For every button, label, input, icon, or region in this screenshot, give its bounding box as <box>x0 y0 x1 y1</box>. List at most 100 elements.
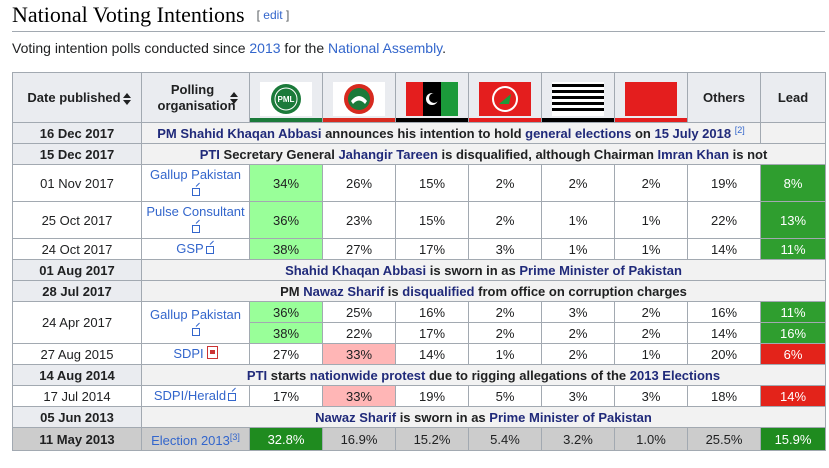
poll-org: SDPI/Herald <box>141 385 250 407</box>
poll-value: 23% <box>322 201 396 239</box>
event-part: is disqualified, although Chairman <box>437 146 658 162</box>
gallup-link[interactable]: Gallup Pakistan <box>150 167 241 198</box>
poll-date: 01 Nov 2017 <box>12 164 142 202</box>
pm-of-pakistan-link[interactable]: Prime Minister of Pakistan <box>519 262 682 278</box>
year-link[interactable]: 2013 <box>249 40 281 56</box>
elections-2013-link[interactable]: 2013 Elections <box>629 367 721 383</box>
event-part: PM <box>157 126 181 141</box>
poll-lead: 16% <box>760 322 826 344</box>
pti-bat-icon <box>333 81 385 116</box>
election-value: 25.5% <box>687 427 761 451</box>
event-part: is not <box>729 146 768 162</box>
lead-header: Lead <box>760 72 826 123</box>
event-text: PTI Secretary General Jahangir Tareen is… <box>141 143 826 165</box>
party-header-mma <box>541 72 615 123</box>
election-value: 3.2% <box>541 427 615 451</box>
event-text: PM Nawaz Sharif is disqualified from off… <box>141 280 826 302</box>
pti-link[interactable]: PTI <box>199 146 220 162</box>
edit-link[interactable]: edit <box>263 8 283 22</box>
poll-date: 25 Oct 2017 <box>12 201 142 239</box>
poll-value: 1% <box>541 201 615 239</box>
others-header: Others <box>687 72 761 123</box>
poll-value: 36% <box>249 201 323 239</box>
abbasi-link[interactable]: Shahid Khaqan Abbasi <box>285 262 427 278</box>
external-link-icon <box>192 186 201 196</box>
poll-row: 24 Oct 2017 GSP 38% 27% 17% 3% 1% 1% 14%… <box>12 238 826 260</box>
poll-org: Gallup Pakistan <box>141 301 250 344</box>
intro-text-end: . <box>442 40 447 56</box>
external-link-icon <box>192 223 201 233</box>
event-part: on <box>631 126 655 141</box>
org-name: SDPI <box>173 346 204 361</box>
event-part: is sworn in as <box>396 409 490 425</box>
pti-link[interactable]: PTI <box>246 367 268 383</box>
poll-date: 17 Jul 2014 <box>12 385 142 407</box>
nationwide-protest-link[interactable]: nationwide protest <box>309 367 426 383</box>
nawaz-sharif-link[interactable]: Nawaz Sharif <box>303 283 385 299</box>
poll-value: 2% <box>541 343 615 365</box>
election-row: 11 May 2013 Election 2013[3] 32.8% 16.9%… <box>12 427 826 451</box>
sdpi-link[interactable]: SDPI <box>173 346 218 361</box>
poll-value: 2% <box>468 201 542 239</box>
intro-text: Voting intention polls conducted since <box>12 40 250 56</box>
poll-value: 2% <box>614 164 688 202</box>
poll-value: 14% <box>687 238 761 260</box>
abbasi-link[interactable]: Shahid Khaqan Abbasi <box>180 126 322 141</box>
poll-lead: 6% <box>760 343 826 365</box>
poll-value: 33% <box>322 385 396 407</box>
party-color-bar <box>396 118 468 122</box>
poll-row: 25 Oct 2017 Pulse Consultant 36% 23% 15%… <box>12 201 826 239</box>
election-value: 1.0% <box>614 427 688 451</box>
mqm-kite-icon <box>479 81 531 116</box>
poll-value: 27% <box>249 343 323 365</box>
poll-value: 2% <box>614 301 688 323</box>
org-header[interactable]: Polling organisation <box>141 72 250 123</box>
gallup-link[interactable]: Gallup Pakistan <box>150 307 241 338</box>
election-value: 15.2% <box>395 427 469 451</box>
general-elections-link[interactable]: general elections <box>525 126 632 141</box>
election-2013-link[interactable]: Election 2013 <box>151 433 230 448</box>
poll-lead: 14% <box>760 385 826 407</box>
pm-of-pakistan-link[interactable]: Prime Minister of Pakistan <box>489 409 652 425</box>
poll-value: 1% <box>614 238 688 260</box>
nawaz-sharif-link[interactable]: Nawaz Sharif <box>315 409 397 425</box>
event-row: 05 Jun 2013 Nawaz Sharif is sworn in as … <box>12 406 826 428</box>
intro-text-mid: for the <box>280 40 329 56</box>
pulse-link[interactable]: Pulse Consultant <box>146 204 245 235</box>
jahangir-tareen-link[interactable]: Jahangir Tareen <box>338 146 438 162</box>
event-row: 01 Aug 2017 Shahid Khaqan Abbasi is swor… <box>12 259 826 281</box>
sdpi-herald-link[interactable]: SDPI/Herald <box>154 388 237 403</box>
event-part: from office on corruption charges <box>474 283 687 299</box>
election-date-link[interactable]: 15 July 2018 <box>654 126 732 141</box>
event-row: 15 Dec 2017 PTI Secretary General Jahang… <box>12 143 826 165</box>
party-color-bar <box>323 118 395 122</box>
election-value: 5.4% <box>468 427 542 451</box>
event-part: is <box>384 283 403 299</box>
poll-value: 17% <box>395 238 469 260</box>
poll-value: 20% <box>687 343 761 365</box>
reference-link[interactable]: [2] <box>734 125 745 135</box>
org-name: Gallup Pakistan <box>149 306 242 322</box>
gsp-link[interactable]: GSP <box>176 241 214 256</box>
intro-paragraph: Voting intention polls conducted since 2… <box>12 40 446 56</box>
poll-value: 2% <box>468 164 542 202</box>
poll-date: 24 Apr 2017 <box>12 301 142 344</box>
event-text: Nawaz Sharif is sworn in as Prime Minist… <box>141 406 826 428</box>
org-header-label: Polling organisation <box>157 81 236 113</box>
poll-value: 2% <box>541 322 615 344</box>
poll-value: 15% <box>395 201 469 239</box>
event-part: PM <box>280 283 304 299</box>
org-name: GSP <box>176 241 204 256</box>
disqualified-link[interactable]: disqualified <box>402 283 475 299</box>
poll-row: 24 Apr 2017 Gallup Pakistan 36% 25% 16% … <box>12 301 826 344</box>
reference-link[interactable]: [3] <box>229 432 240 442</box>
poll-org: SDPI <box>141 343 250 365</box>
org-name: Election 2013 <box>151 433 230 448</box>
ppp-arrow-icon <box>406 81 458 116</box>
poll-value: 19% <box>687 164 761 202</box>
national-assembly-link[interactable]: National Assembly <box>328 40 443 56</box>
imran-khan-link[interactable]: Imran Khan <box>657 146 730 162</box>
poll-value: 16% <box>395 301 469 323</box>
date-header[interactable]: Date published <box>12 72 142 123</box>
